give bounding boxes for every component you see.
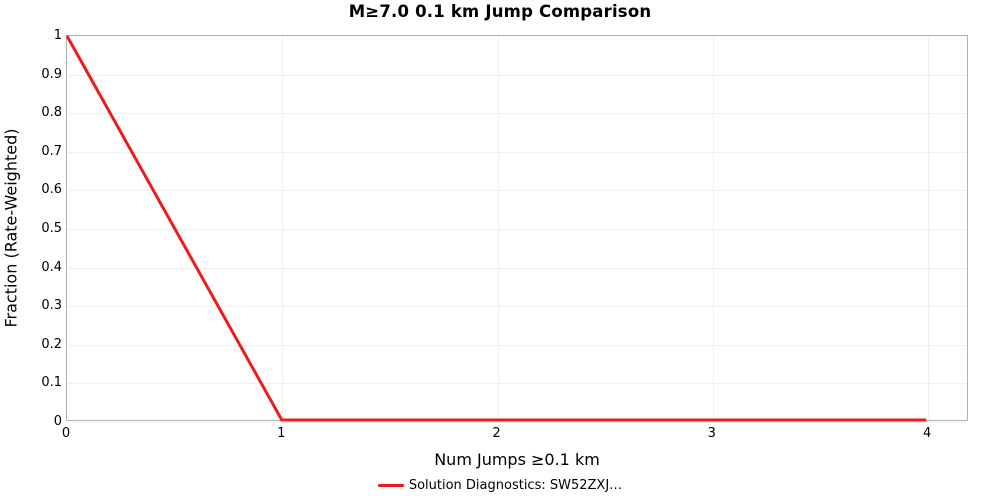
x-tick-label: 4 xyxy=(922,426,932,441)
gridline-horizontal xyxy=(67,422,967,423)
y-tick-label: 0.1 xyxy=(41,375,62,391)
y-tick-label: 0.2 xyxy=(41,336,62,352)
x-tick-label: 0 xyxy=(61,426,71,441)
gridline-horizontal xyxy=(67,152,967,153)
y-tick-label: 0.5 xyxy=(41,221,62,236)
gridline-horizontal xyxy=(67,383,967,384)
gridline-vertical xyxy=(713,36,714,420)
y-tick-label: 0 xyxy=(53,414,62,429)
gridline-vertical xyxy=(498,36,499,420)
gridline-horizontal xyxy=(67,75,967,76)
y-tick-label: 0.9 xyxy=(41,66,62,82)
plot-area xyxy=(65,35,968,423)
gridline-horizontal xyxy=(67,306,967,307)
legend-label: Solution Diagnostics: SW52ZXJ… xyxy=(408,478,623,493)
y-tick-label: 0.3 xyxy=(41,298,62,314)
gridline-vertical xyxy=(928,36,929,420)
gridline-horizontal xyxy=(67,113,967,114)
x-axis-label: Num Jumps ≥0.1 km xyxy=(434,450,600,469)
y-tick-label: 0.6 xyxy=(41,182,62,198)
y-tick-label: 0.4 xyxy=(41,259,62,275)
chart-legend: Solution Diagnostics: SW52ZXJ… xyxy=(0,478,1000,493)
x-tick-label: 2 xyxy=(492,426,501,441)
gridline-horizontal xyxy=(67,190,967,191)
gridline-horizontal xyxy=(67,229,967,230)
legend-entry[interactable]: Solution Diagnostics: SW52ZXJ… xyxy=(377,478,623,493)
legend-line-icon xyxy=(377,484,404,487)
gridline-horizontal xyxy=(67,345,967,346)
y-tick-label: 0.8 xyxy=(41,105,62,121)
x-tick-label: 3 xyxy=(707,426,716,441)
gridline-horizontal xyxy=(67,268,967,269)
data-line xyxy=(65,35,927,422)
chart-title: M≥7.0 0.1 km Jump Comparison xyxy=(348,2,652,21)
x-tick-label: 1 xyxy=(277,426,286,441)
y-axis-tick-labels: 0 0.1 0.2 0.3 0.4 0.5 0.6 0.7 0.8 0.9 1 xyxy=(0,0,62,500)
gridline-vertical xyxy=(282,36,283,420)
y-tick-label: 0.7 xyxy=(41,143,62,159)
y-tick-label: 1 xyxy=(53,28,62,43)
y-axis-label-wrap: Fraction (Rate-Weighted) xyxy=(0,35,22,421)
y-axis-label: Fraction (Rate-Weighted) xyxy=(1,128,21,328)
data-series-layer xyxy=(65,35,927,422)
